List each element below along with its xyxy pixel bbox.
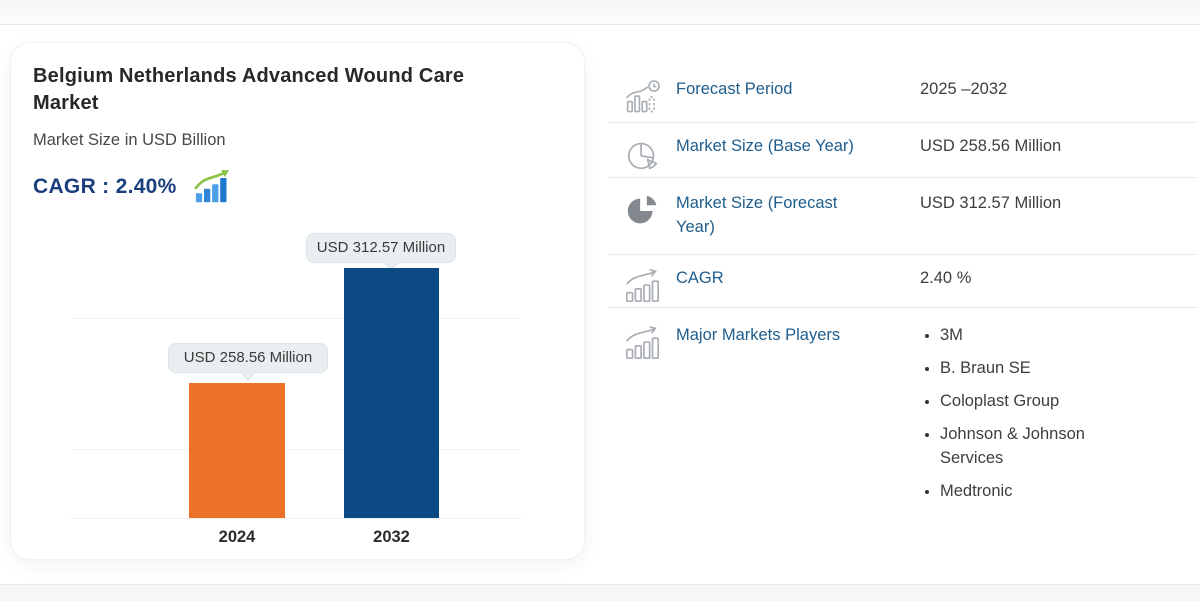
x-axis-line	[71, 518, 521, 519]
x-tick-2032: 2032	[373, 528, 410, 546]
x-tick-2024: 2024	[218, 528, 256, 546]
callout-pointer	[239, 363, 257, 381]
detail-row-cagr: CAGR 2.40 %	[608, 255, 1197, 308]
bottom-strip	[0, 584, 1200, 601]
bar-value-label: USD 258.56 Million	[183, 349, 313, 366]
cagr-row: CAGR : 2.40%	[33, 169, 233, 205]
detail-row-forecast-period: Forecast Period 2025 –2032	[608, 70, 1197, 123]
major-players-list: 3M B. Braun SE Coloplast Group Johnson &…	[920, 324, 1135, 513]
pie-chart-outline-icon	[624, 135, 664, 175]
bar-value-callout-2024: USD 258.56 Million	[168, 343, 328, 381]
detail-label: Major Markets Players	[676, 326, 841, 344]
bar-value-label: USD 312.57 Million	[316, 239, 446, 256]
detail-label: Market Size (Forecast Year)	[676, 194, 838, 236]
detail-row-major-players: Major Markets Players 3M B. Braun SE Col…	[608, 308, 1197, 531]
detail-value: 2025 –2032	[920, 80, 1008, 98]
detail-row-market-size-base: Market Size (Base Year) USD 258.56 Milli…	[608, 123, 1197, 178]
market-summary-card: Belgium Netherlands Advanced Wound Care …	[10, 42, 585, 560]
growth-bars-arrow-icon	[624, 324, 664, 364]
page-title: Belgium Netherlands Advanced Wound Care …	[33, 65, 465, 114]
cagr-value: CAGR : 2.40%	[33, 175, 177, 198]
bar-2032	[344, 268, 439, 518]
top-strip	[0, 0, 1200, 25]
detail-value: USD 258.56 Million	[920, 137, 1062, 155]
chart-subtitle: Market Size in USD Billion	[33, 131, 226, 149]
details-panel: Forecast Period 2025 –2032 Market Size (…	[608, 70, 1197, 531]
gridline	[71, 449, 521, 450]
detail-value: 2.40 %	[920, 269, 972, 287]
gridline	[71, 318, 521, 319]
forecast-chart-clock-icon	[624, 78, 664, 118]
list-item: Johnson & Johnson Services	[940, 423, 1135, 471]
list-item: Coloplast Group	[940, 390, 1135, 414]
list-item: B. Braun SE	[940, 357, 1135, 381]
pie-chart-filled-icon	[624, 192, 664, 232]
list-item: 3M	[940, 324, 1135, 348]
growth-chart-icon	[193, 169, 233, 205]
detail-label: Forecast Period	[676, 80, 793, 98]
detail-value: USD 312.57 Million	[920, 194, 1062, 212]
growth-bars-arrow-icon	[624, 267, 664, 307]
list-item: Medtronic	[940, 480, 1135, 504]
detail-row-market-size-forecast: Market Size (Forecast Year) USD 312.57 M…	[608, 178, 1197, 255]
bar-2024	[189, 383, 285, 518]
detail-label: Market Size (Base Year)	[676, 137, 854, 155]
bar-value-callout-2032: USD 312.57 Million	[306, 233, 456, 271]
detail-label: CAGR	[676, 269, 724, 287]
